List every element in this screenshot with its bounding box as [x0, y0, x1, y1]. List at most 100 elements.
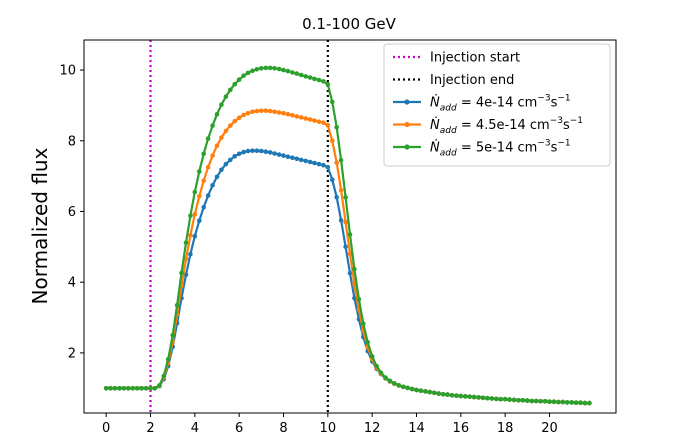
- data-point: [228, 157, 233, 163]
- y-tick-label: 10: [59, 64, 76, 79]
- data-point: [298, 115, 304, 120]
- data-point: [489, 396, 495, 401]
- data-point: [502, 396, 508, 402]
- data-point: [134, 386, 140, 391]
- data-point: [418, 388, 424, 394]
- data-point: [343, 244, 348, 250]
- data-point: [334, 195, 340, 200]
- data-point: [285, 111, 291, 117]
- legend-marker: [404, 121, 410, 128]
- legend-marker: [404, 99, 410, 105]
- data-point: [285, 68, 291, 74]
- data-point: [298, 72, 304, 78]
- data-point: [188, 252, 193, 257]
- data-point: [210, 183, 215, 188]
- data-point: [192, 212, 198, 217]
- data-point: [361, 321, 366, 326]
- data-point: [121, 386, 127, 391]
- data-point: [254, 148, 260, 153]
- data-point: [431, 390, 437, 396]
- data-point: [188, 232, 193, 238]
- data-point: [307, 75, 313, 80]
- data-point: [259, 66, 264, 71]
- data-point: [396, 383, 402, 388]
- legend-label: Ṅadd = 5e-14 cm−3s−1: [430, 139, 571, 159]
- data-point: [192, 233, 198, 239]
- data-point: [454, 393, 459, 399]
- data-point: [250, 68, 255, 74]
- data-point: [471, 394, 477, 400]
- data-point: [228, 123, 233, 128]
- data-point: [232, 81, 237, 87]
- data-point: [148, 386, 153, 391]
- data-point: [325, 122, 331, 128]
- data-point: [245, 70, 251, 76]
- x-tick-label: 20: [541, 421, 558, 436]
- data-point: [285, 154, 291, 159]
- data-point: [321, 162, 326, 168]
- x-tick-label: 8: [279, 421, 287, 436]
- data-point: [343, 195, 348, 200]
- x-tick-label: 0: [102, 421, 110, 436]
- plot-layer: [103, 40, 592, 413]
- data-point: [236, 77, 242, 82]
- data-point: [179, 270, 184, 276]
- legend-box: [383, 43, 611, 167]
- data-point: [165, 357, 171, 362]
- data-point: [564, 400, 570, 405]
- data-point: [294, 71, 300, 76]
- legend-label: Ṅadd = 4.5e-14 cm−3s−1: [430, 116, 583, 136]
- data-point: [245, 110, 251, 116]
- x-tick-label: 4: [191, 421, 199, 436]
- data-point: [290, 70, 295, 75]
- data-point: [312, 76, 317, 82]
- data-point: [117, 386, 122, 391]
- data-point: [294, 114, 300, 119]
- data-point: [219, 167, 224, 173]
- data-point: [480, 395, 486, 401]
- data-point: [174, 302, 180, 308]
- data-point: [263, 108, 269, 113]
- data-point: [152, 386, 158, 391]
- data-point: [330, 138, 335, 144]
- data-point: [205, 136, 211, 141]
- data-point: [197, 194, 202, 199]
- data-point: [201, 151, 206, 157]
- data-point: [103, 386, 109, 391]
- data-point: [582, 400, 588, 406]
- data-point: [347, 251, 353, 257]
- legend-label: Injection end: [430, 73, 514, 88]
- data-point: [267, 150, 273, 155]
- data-point: [356, 296, 362, 302]
- data-point: [281, 67, 286, 73]
- data-point: [423, 389, 428, 394]
- data-point: [312, 160, 317, 166]
- data-point: [449, 393, 455, 398]
- data-point: [223, 128, 229, 134]
- data-point: [276, 66, 282, 72]
- data-point: [330, 177, 335, 182]
- data-point: [201, 204, 206, 210]
- data-point: [338, 157, 344, 163]
- data-point: [409, 386, 415, 392]
- data-point: [330, 99, 335, 105]
- data-point: [232, 119, 237, 124]
- data-point: [201, 178, 206, 183]
- data-point: [281, 110, 286, 116]
- data-point: [183, 272, 189, 278]
- data-point: [276, 152, 282, 157]
- data-point: [547, 399, 552, 405]
- data-point: [542, 399, 548, 404]
- data-point: [347, 232, 353, 237]
- data-point: [325, 81, 331, 87]
- data-point: [272, 66, 277, 71]
- data-point: [259, 108, 264, 113]
- data-point: [307, 159, 313, 165]
- data-point: [241, 149, 246, 155]
- data-point: [347, 271, 353, 276]
- data-point: [250, 148, 255, 153]
- x-tick-label: 14: [408, 421, 425, 436]
- data-point: [197, 218, 202, 223]
- data-point: [281, 153, 286, 158]
